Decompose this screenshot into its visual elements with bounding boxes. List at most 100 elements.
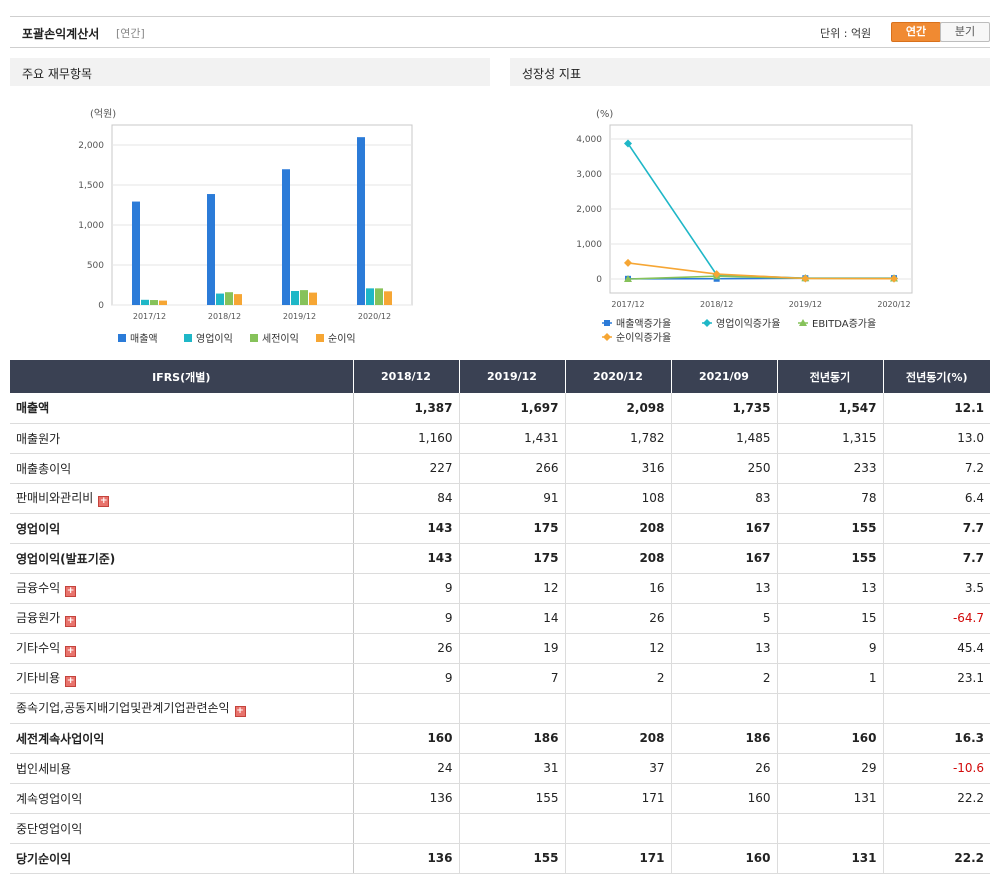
value-cell: 23.1 bbox=[883, 663, 990, 694]
table-row: 매출총이익 227 266 316 250 233 7.2 bbox=[10, 453, 990, 484]
y-axis-unit-label: (억원) bbox=[90, 108, 116, 120]
bar bbox=[282, 169, 290, 305]
value-cell: 160 bbox=[671, 843, 778, 874]
value-cell: -10.6 bbox=[883, 753, 990, 784]
annual-toggle-button[interactable]: 연간 bbox=[891, 22, 941, 42]
bar bbox=[150, 300, 158, 305]
row-label-cell: 영업이익(발표기준) bbox=[10, 543, 354, 574]
value-cell: 2 bbox=[565, 663, 672, 694]
value-cell bbox=[671, 693, 778, 724]
value-cell: 1,735 bbox=[671, 393, 778, 424]
value-cell: 155 bbox=[777, 513, 884, 544]
value-cell: 78 bbox=[777, 483, 884, 514]
data-point bbox=[624, 258, 632, 267]
expand-plus-icon[interactable]: + bbox=[65, 616, 77, 627]
value-cell bbox=[353, 693, 460, 724]
table-row: 매출원가 1,160 1,431 1,782 1,485 1,315 13.0 bbox=[10, 423, 990, 454]
value-cell: 7.7 bbox=[883, 513, 990, 544]
legend-item: 영업이익증가율 bbox=[702, 317, 780, 330]
expand-plus-icon[interactable]: + bbox=[65, 676, 77, 687]
data-point bbox=[712, 270, 721, 279]
value-cell: 9 bbox=[353, 663, 460, 694]
y-tick-label: 0 bbox=[98, 301, 104, 311]
row-label-cell: 영업이익 bbox=[10, 513, 354, 544]
legend-label: EBITDA증가율 bbox=[812, 318, 876, 330]
table-row: 금융원가 +9 14 26 5 15 -64.7 bbox=[10, 603, 990, 634]
y-tick-label: 3,000 bbox=[576, 170, 602, 180]
value-cell: 7.7 bbox=[883, 543, 990, 574]
data-point bbox=[703, 319, 711, 327]
value-cell: 37 bbox=[565, 753, 672, 784]
value-cell: 15 bbox=[777, 603, 884, 634]
period-tag: [연간] bbox=[116, 27, 145, 40]
bar bbox=[234, 294, 242, 305]
value-cell: 83 bbox=[671, 483, 778, 514]
bar bbox=[216, 293, 224, 305]
y-tick-label: 2,000 bbox=[576, 205, 602, 215]
bar bbox=[384, 291, 392, 305]
row-label: 영업이익 bbox=[16, 521, 61, 536]
value-cell: 155 bbox=[459, 843, 566, 874]
value-cell: 12 bbox=[459, 573, 566, 604]
bar bbox=[132, 201, 140, 305]
expand-plus-icon[interactable]: + bbox=[98, 496, 110, 507]
row-label: 기타비용 bbox=[16, 671, 61, 685]
value-cell: 16 bbox=[565, 573, 672, 604]
value-cell: 136 bbox=[353, 783, 460, 814]
value-cell: 6.4 bbox=[883, 483, 990, 514]
header-col-5: 전년동기 bbox=[777, 360, 884, 393]
value-cell: 84 bbox=[353, 483, 460, 514]
row-label-cell: 기타수익 + bbox=[10, 633, 354, 664]
header-ifrs: IFRS(개별) bbox=[10, 360, 354, 393]
left-panel-header: 주요 재무항목 bbox=[10, 58, 490, 86]
x-tick-label: 2019/12 bbox=[283, 312, 316, 321]
y-tick-label: 1,000 bbox=[576, 240, 602, 250]
row-label: 중단영업이익 bbox=[16, 821, 83, 836]
row-label: 종속기업,공동지배기업및관계기업관련손익 bbox=[16, 701, 230, 715]
value-cell: 143 bbox=[353, 513, 460, 544]
bar bbox=[207, 194, 215, 305]
bar bbox=[291, 291, 299, 305]
value-cell: 160 bbox=[671, 783, 778, 814]
row-label: 판매비와관리비 bbox=[16, 491, 94, 505]
y-tick-label: 0 bbox=[596, 275, 602, 285]
expand-plus-icon[interactable]: + bbox=[65, 646, 77, 657]
row-label-cell: 계속영업이익 bbox=[10, 783, 354, 814]
row-label: 기타수익 bbox=[16, 641, 61, 655]
value-cell: 3.5 bbox=[883, 573, 990, 604]
bar bbox=[141, 299, 149, 305]
expand-plus-icon[interactable]: + bbox=[65, 586, 77, 597]
value-cell: 9 bbox=[353, 573, 460, 604]
row-label-cell: 판매비와관리비 + bbox=[10, 483, 354, 514]
value-cell: 227 bbox=[353, 453, 460, 484]
value-cell bbox=[883, 813, 990, 844]
quarter-toggle-button[interactable]: 분기 bbox=[940, 22, 990, 42]
row-label: 영업이익(발표기준) bbox=[16, 551, 116, 566]
value-cell: 167 bbox=[671, 513, 778, 544]
value-cell: 175 bbox=[459, 513, 566, 544]
value-cell bbox=[353, 813, 460, 844]
value-cell: 13 bbox=[671, 573, 778, 604]
value-cell: 1,547 bbox=[777, 393, 884, 424]
value-cell: 1,315 bbox=[777, 423, 884, 454]
value-cell: 143 bbox=[353, 543, 460, 574]
table-row: 계속영업이익 136 155 171 160 131 22.2 bbox=[10, 783, 990, 814]
row-label: 매출총이익 bbox=[16, 461, 72, 476]
left-panel-title: 주요 재무항목 bbox=[22, 67, 93, 81]
financial-items-bar-chart: 0 500 1,000 1,500 2,000 (억원) 2017/12 2018/12 201… bbox=[78, 108, 413, 345]
data-point bbox=[801, 274, 810, 283]
expand-plus-icon[interactable]: + bbox=[234, 706, 246, 717]
growth-indicators-line-chart: 0 1,000 2,000 3,000 4,000 (%) 2017/12 2018/12 20… bbox=[576, 109, 913, 344]
y-tick-label: 500 bbox=[87, 261, 104, 271]
value-cell: 45.4 bbox=[883, 633, 990, 664]
y-tick-label: 2,000 bbox=[78, 141, 104, 151]
legend-label: 세전이익 bbox=[262, 333, 299, 345]
value-cell: 9 bbox=[777, 633, 884, 664]
value-cell: 22.2 bbox=[883, 783, 990, 814]
value-cell: 1,485 bbox=[671, 423, 778, 454]
value-cell: 250 bbox=[671, 453, 778, 484]
header-col-3: 2020/12 bbox=[565, 360, 672, 393]
legend-label: 순이익증가율 bbox=[616, 332, 671, 344]
legend-swatch bbox=[184, 334, 192, 342]
data-point bbox=[624, 275, 632, 282]
